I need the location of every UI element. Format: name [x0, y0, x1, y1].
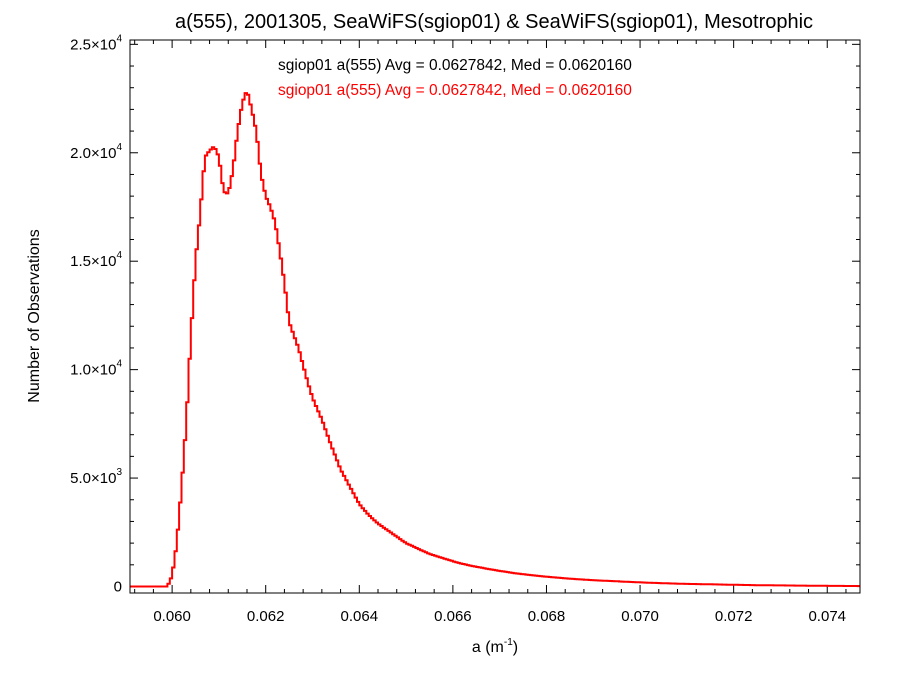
plot-frame [129, 39, 861, 594]
x-tick-label: 0.062 [247, 608, 285, 625]
y-tick-label: 2.5×104 [70, 33, 122, 53]
chart-title: a(555), 2001305, SeaWiFS(sgiop01) & SeaW… [175, 11, 813, 33]
legend-entry-black: sgiop01 a(555) Avg = 0.0627842, Med = 0.… [278, 57, 632, 74]
y-tick-label: 0 [114, 578, 122, 595]
x-tick-label: 0.066 [434, 608, 472, 625]
x-axis-label: a (m-1) [472, 637, 518, 656]
y-axis: 0 5.0×103 1.0×104 1.5×104 2.0×104 2.5×104 [70, 33, 860, 595]
x-axis: 0.060 0.062 0.064 0.066 0.068 0.070 0.072 0.074 [134, 40, 847, 625]
legend: sgiop01 a(555) Avg = 0.0627842, Med = 0.… [278, 57, 632, 99]
x-tick-label: 0.068 [528, 608, 566, 625]
x-tick-label: 0.060 [153, 608, 191, 625]
y-axis-label: Number of Observations [26, 229, 43, 402]
x-tick-label: 0.070 [621, 608, 659, 625]
y-tick-label: 1.0×104 [70, 359, 122, 379]
x-tick-label: 0.064 [341, 608, 379, 625]
y-tick-label: 1.5×104 [70, 250, 122, 270]
x-tick-label: 0.074 [808, 608, 846, 625]
y-tick-label: 5.0×103 [70, 467, 122, 487]
histogram-series-line [130, 92, 860, 588]
y-tick-label: 2.0×104 [70, 142, 122, 162]
legend-entry-red: sgiop01 a(555) Avg = 0.0627842, Med = 0.… [278, 82, 632, 99]
x-tick-label: 0.072 [715, 608, 753, 625]
